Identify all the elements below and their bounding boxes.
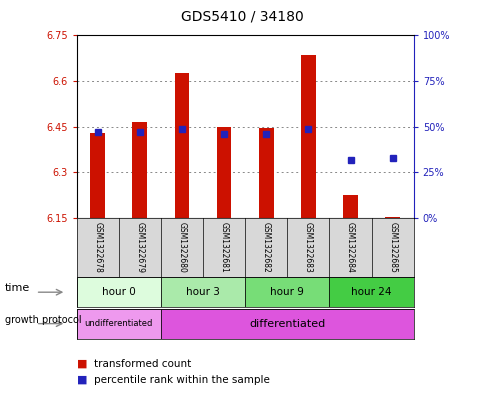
Text: GSM1322681: GSM1322681 [219, 222, 228, 273]
Text: GSM1322682: GSM1322682 [261, 222, 270, 273]
Text: percentile rank within the sample: percentile rank within the sample [93, 375, 269, 385]
Bar [258, 128, 273, 218]
Bar [132, 122, 147, 218]
Bar [216, 127, 231, 218]
Bar [329, 277, 413, 307]
Bar [161, 309, 413, 339]
Text: growth protocol: growth protocol [5, 315, 81, 325]
Text: transformed count: transformed count [93, 358, 191, 369]
Bar [161, 277, 244, 307]
Bar [301, 55, 315, 218]
Text: GSM1322683: GSM1322683 [303, 222, 312, 273]
Text: GSM1322679: GSM1322679 [135, 222, 144, 273]
Bar [384, 217, 399, 218]
Bar [244, 277, 329, 307]
Text: GSM1322685: GSM1322685 [387, 222, 396, 273]
Text: differentiated: differentiated [249, 319, 325, 329]
Text: ■: ■ [76, 358, 87, 369]
Text: GSM1322684: GSM1322684 [345, 222, 354, 273]
Bar [90, 133, 105, 218]
Bar [76, 277, 161, 307]
Text: time: time [5, 283, 30, 293]
Text: hour 24: hour 24 [350, 287, 391, 297]
Text: GSM1322678: GSM1322678 [93, 222, 102, 273]
Bar [342, 195, 357, 218]
Bar [76, 309, 161, 339]
Text: GDS5410 / 34180: GDS5410 / 34180 [181, 10, 303, 24]
Text: hour 9: hour 9 [270, 287, 303, 297]
Bar [174, 73, 189, 218]
Text: ■: ■ [76, 375, 87, 385]
Text: hour 3: hour 3 [186, 287, 220, 297]
Text: hour 0: hour 0 [102, 287, 136, 297]
Text: undifferentiated: undifferentiated [84, 319, 152, 328]
Text: GSM1322680: GSM1322680 [177, 222, 186, 273]
